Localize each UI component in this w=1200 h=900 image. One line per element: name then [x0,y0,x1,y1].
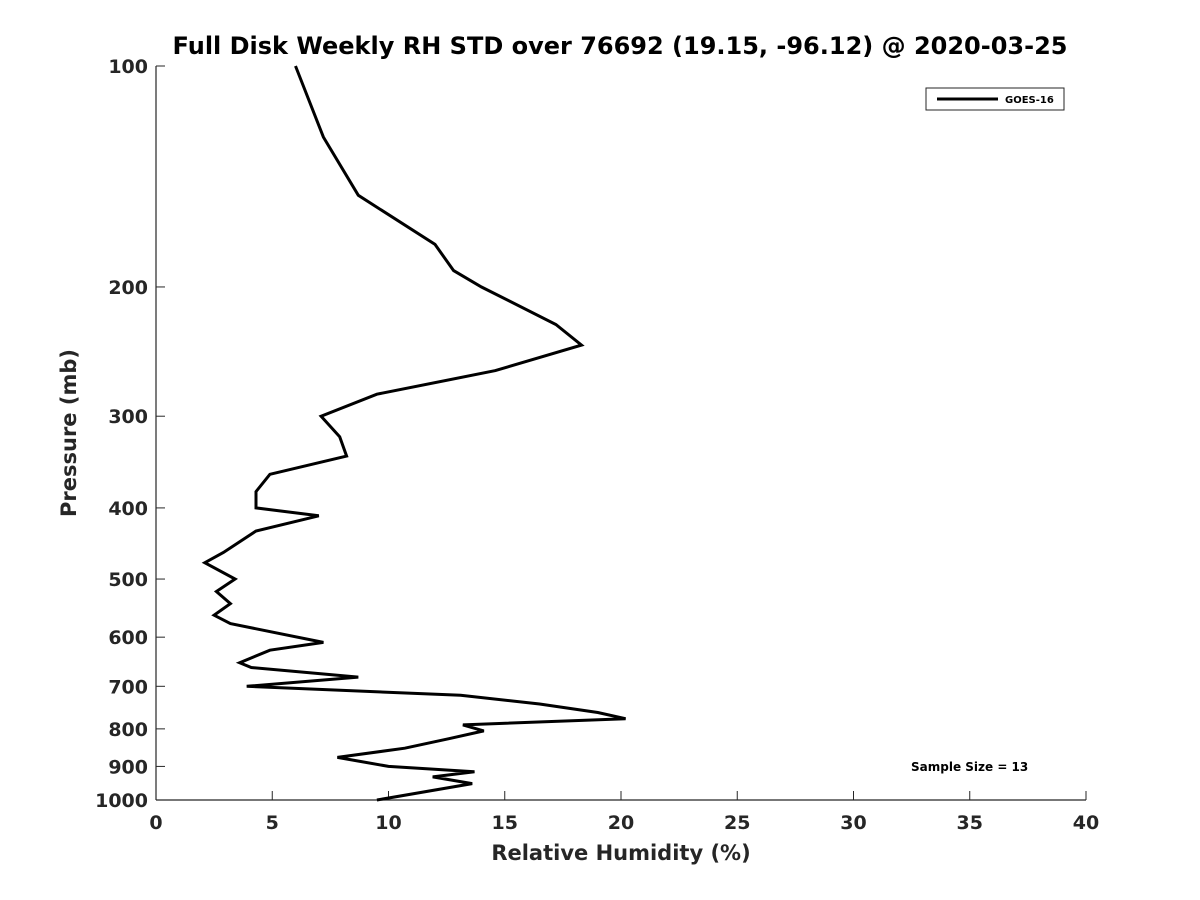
y-axis-label: Pressure (mb) [57,349,81,517]
y-tick-label: 300 [108,406,148,428]
y-tick-label: 700 [108,676,148,698]
legend: GOES-16 [925,87,1065,111]
x-tick-label: 15 [492,812,518,834]
y-axis-ticks: 100 200 300 400 500 600 700 800 900 1000 [95,56,165,812]
x-tick-label: 10 [375,812,401,834]
x-tick-label: 5 [266,812,279,834]
legend-label-goes-16: GOES-16 [1005,95,1054,106]
x-axis-ticks: 0 5 10 15 20 25 30 35 40 [149,791,1099,834]
y-tick-label: 400 [108,498,148,520]
sample-size-annotation: Sample Size = 13 [911,760,1028,774]
y-tick-label: 500 [108,569,148,591]
x-axis-label: Relative Humidity (%) [491,841,750,865]
y-tick-label: 600 [108,627,148,649]
y-tick-label: 900 [108,756,148,778]
y-tick-label: 800 [108,719,148,741]
x-tick-label: 0 [149,812,162,834]
y-tick-label: 100 [108,56,148,78]
x-tick-label: 35 [957,812,983,834]
y-tick-label: 1000 [95,790,148,812]
x-tick-label: 20 [608,812,634,834]
series-layer [201,65,626,802]
y-tick-label: 200 [108,277,148,299]
series-line-goes-16 [201,65,626,802]
x-tick-label: 25 [724,812,750,834]
x-tick-label: 30 [840,812,866,834]
chart-title: Full Disk Weekly RH STD over 76692 (19.1… [173,32,1068,60]
x-tick-label: 40 [1073,812,1099,834]
plot-area [156,66,1086,800]
